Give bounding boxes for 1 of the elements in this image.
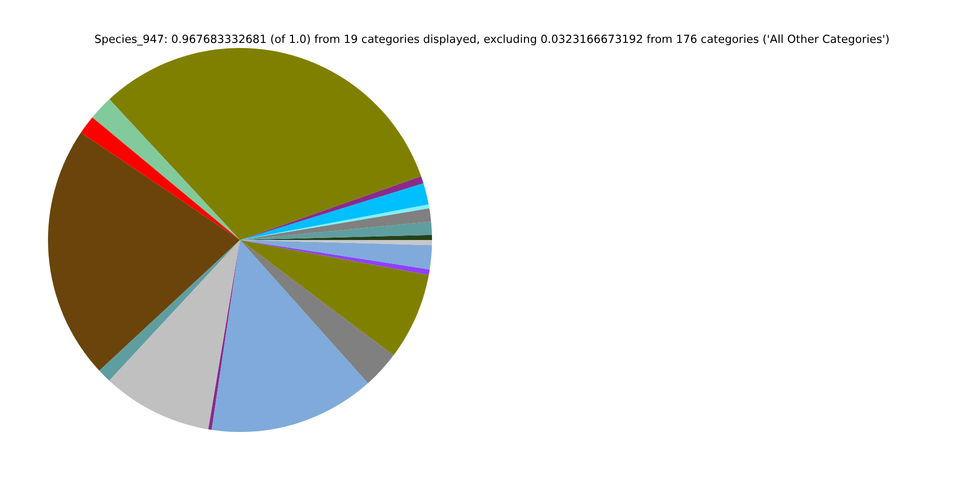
text: Species_947: 0.967683332681 (of 1.0) from 19 categories displayed, excluding 0.0323166673192 from 176 categories ('All Other Categories') bbox=[95, 34, 889, 46]
